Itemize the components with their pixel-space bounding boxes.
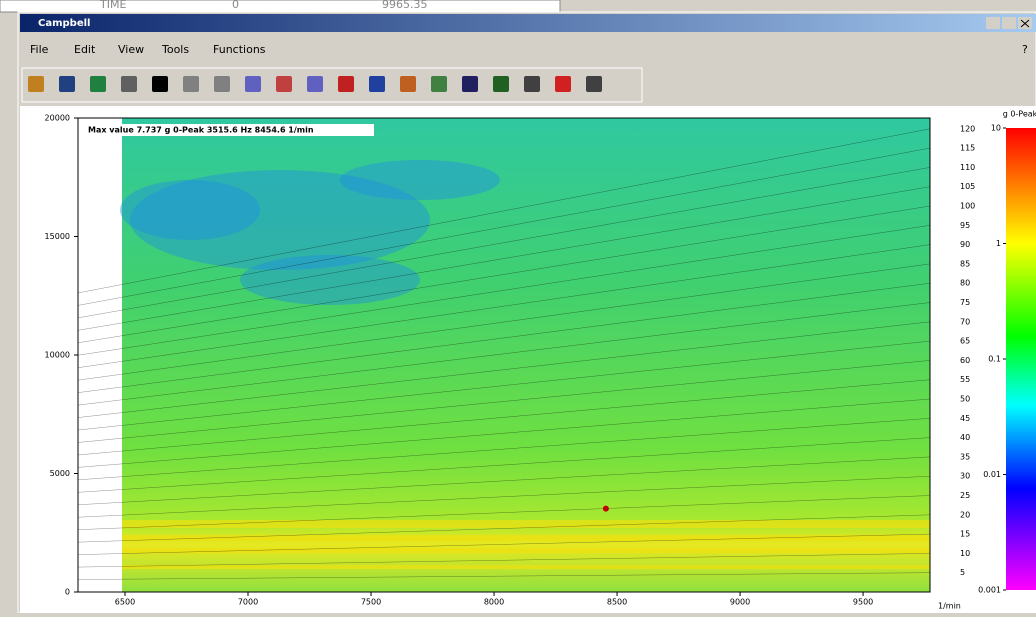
toolbar-button[interactable] [28,76,44,92]
colorbar-tick-label: 0.01 [983,470,1001,479]
order-label: 80 [960,279,970,288]
x-tick-label: 7000 [238,598,258,607]
toolbar-button[interactable] [400,76,416,92]
toolbar-button[interactable] [152,76,168,92]
order-label: 55 [960,375,970,384]
toolbar-button[interactable] [214,76,230,92]
order-label: 45 [960,414,970,423]
x-tick-label: 8500 [607,598,627,607]
title-bar [20,14,1036,32]
colorbar-tick-label: 1 [996,239,1001,248]
peak-marker [603,506,609,512]
heatmap-band [122,520,930,528]
toolbar-button[interactable] [493,76,509,92]
x-tick-label: 7500 [361,598,381,607]
toolbar-button[interactable] [338,76,354,92]
menu-item[interactable]: Edit [74,43,96,56]
x-tick-label: 9000 [730,598,750,607]
x-tick-label: 9500 [853,598,873,607]
y-tick-label: 0 [65,588,70,597]
order-label: 95 [960,221,970,230]
toolbar-button[interactable] [431,76,447,92]
colorbar-label: g 0-Peak [1003,110,1036,119]
toolbar-button[interactable] [586,76,602,92]
bg-cell: 0 [232,0,239,11]
order-label: 115 [960,144,975,153]
colorbar-tick-label: 10 [991,124,1001,133]
background-table [0,0,560,12]
x-tick-label: 8000 [484,598,504,607]
order-label: 65 [960,337,970,346]
toolbar-button[interactable] [183,76,199,92]
toolbar-button[interactable] [307,76,323,92]
heatmap-band [122,565,930,569]
y-tick-label: 20000 [45,114,70,123]
order-label: 105 [960,182,975,191]
order-label: 120 [960,124,975,133]
toolbar-button[interactable] [90,76,106,92]
annotation: Max value 7.737 g 0-Peak 3515.6 Hz 8454.… [88,126,314,135]
menu-item[interactable]: View [118,43,144,56]
toolbar [22,68,642,102]
colorbar [1006,128,1036,590]
toolbar-button[interactable] [555,76,571,92]
y-tick-label: 10000 [45,351,70,360]
toolbar-button[interactable] [462,76,478,92]
colorbar-tick-label: 0.1 [988,355,1001,364]
bg-cell: 9965.35 [382,0,428,11]
order-label: 70 [960,317,970,326]
heatmap-texture [340,160,500,200]
screen: TIME 0 9965.35 Campbell File Edit View Tool… [0,0,1036,613]
toolbar-button[interactable] [245,76,261,92]
order-label: 15 [960,530,970,539]
order-label: 35 [960,452,970,461]
order-label: 10 [960,549,970,558]
order-label: 50 [960,395,970,404]
x-unit: 1/min [938,602,961,611]
heatmap-texture [120,180,260,240]
order-label: 75 [960,298,970,307]
toolbar-button[interactable] [59,76,75,92]
heatmap-texture [240,255,420,305]
help-menu[interactable]: ? [1022,43,1028,56]
menu-item[interactable]: File [30,43,49,56]
x-tick-label: 6500 [115,598,135,607]
window-buttons[interactable] [986,17,1032,29]
order-label: 110 [960,163,975,172]
menu-item[interactable]: Functions [213,43,266,56]
menu-item[interactable]: Tools [161,43,189,56]
order-label: 5 [960,568,965,577]
order-label: 40 [960,433,970,442]
toolbar-button[interactable] [524,76,540,92]
heatmap-band [122,535,930,541]
order-label: 30 [960,472,970,481]
toolbar-button[interactable] [276,76,292,92]
order-label: 90 [960,240,970,249]
y-tick-label: 5000 [50,469,70,478]
order-label: 100 [960,202,975,211]
order-label: 60 [960,356,970,365]
colorbar-tick-label: 0.001 [978,586,1001,595]
y-tick-label: 15000 [45,232,70,241]
toolbar-button[interactable] [121,76,137,92]
order-label: 20 [960,510,970,519]
window-title: Campbell [38,18,90,29]
toolbar-button[interactable] [369,76,385,92]
order-label: 85 [960,259,970,268]
bg-cell: TIME [99,0,126,11]
order-label: 25 [960,491,970,500]
